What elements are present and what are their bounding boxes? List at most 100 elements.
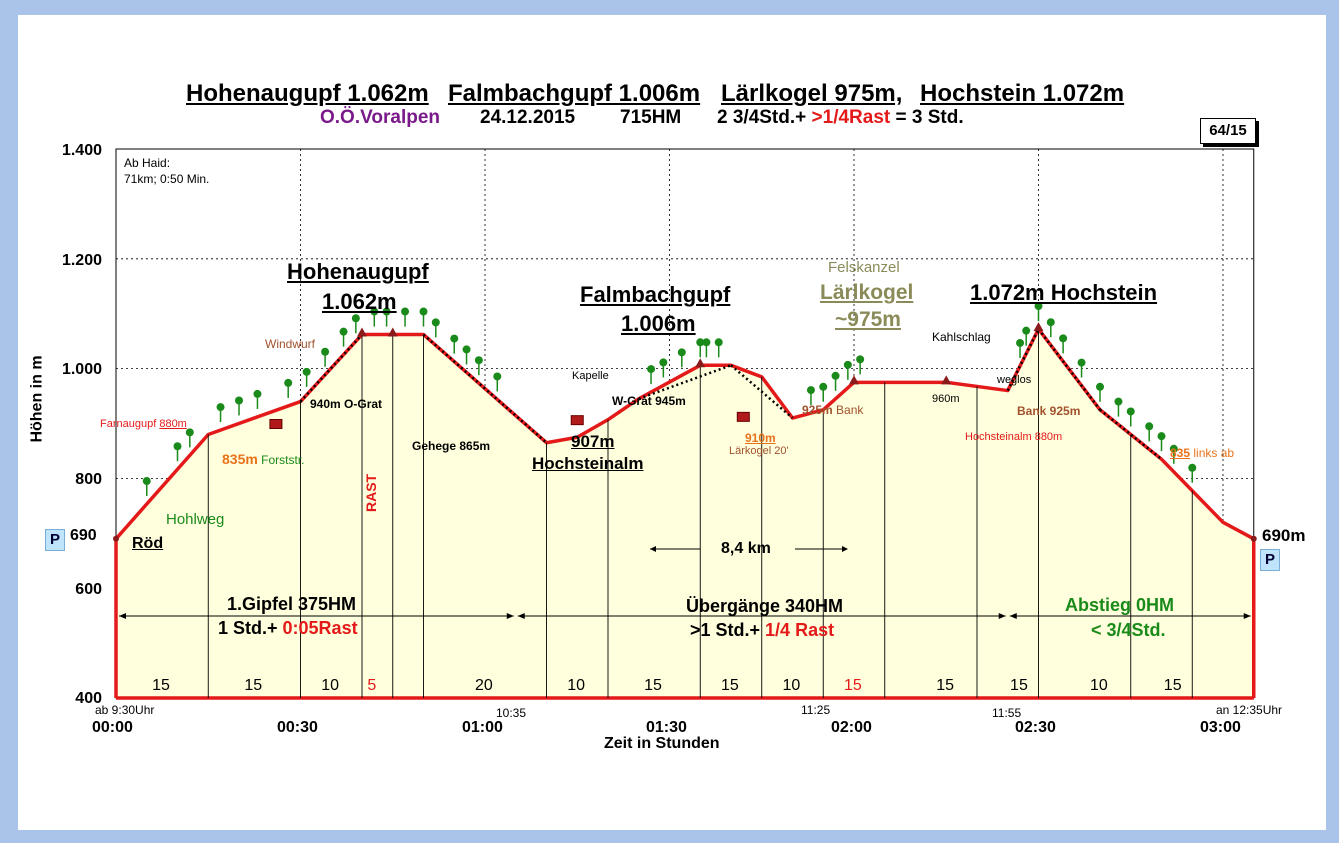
tree-icon (647, 365, 656, 374)
x-tick: 03:00 (1200, 719, 1241, 736)
parking-icon-left: P (45, 529, 65, 551)
forest-trail (1006, 328, 1040, 392)
tree-icon (474, 356, 483, 365)
tree-icon (696, 338, 705, 347)
tree-icon (819, 382, 828, 391)
summit-marker (357, 327, 367, 337)
label-rast: RAST (363, 473, 379, 512)
forest-trail (1037, 328, 1101, 411)
tree-icon (419, 307, 428, 316)
label-bank925-right: Bank 925m (1017, 404, 1081, 418)
tree-icon (351, 314, 360, 323)
tree-icon (1169, 444, 1178, 453)
tree-icon (462, 345, 471, 354)
section2-line1: Übergänge 340HM (686, 596, 844, 616)
section2-arrow-head (998, 613, 1006, 619)
summit-marker (1033, 322, 1044, 332)
label-roed: Röd (132, 535, 164, 552)
summit2-name: Falmbachgupf (580, 282, 731, 307)
label-forststr-a: 835m (222, 451, 258, 467)
distance-arrow-left-head (650, 546, 656, 552)
label-hochsteinalm: Hochsteinalm (532, 454, 644, 473)
hut-icon (736, 411, 750, 422)
x-tick: 00:00 (92, 719, 133, 736)
tree-icon (677, 348, 686, 357)
tree-icon (339, 327, 348, 336)
section3-line2: < 3/4Std. (1091, 620, 1166, 640)
segment-minutes: 20 (475, 677, 493, 694)
section2-arrow-head (517, 613, 525, 619)
section3-arrow-head (1009, 613, 1017, 619)
section3-arrow-head (1243, 613, 1251, 619)
segment-minutes: 15 (721, 677, 739, 694)
subtitle-date: 24.12.2015 (480, 107, 576, 128)
tree-icon (321, 347, 330, 356)
title-peak2: Falmbachgupf 1.006m (448, 80, 701, 107)
tree-icon (714, 338, 723, 347)
section1-c: 0:05Rast (282, 618, 358, 638)
end-altitude: 690m (1262, 526, 1306, 545)
y-tick: 1.200 (61, 252, 102, 269)
start-time: ab 9:30Uhr (95, 703, 155, 717)
label-kapelle: Kapelle (572, 370, 609, 382)
tree-icon (659, 358, 668, 367)
label-windwurf: Windwurf (265, 337, 316, 351)
subtitle-ascent: 715HM (620, 107, 682, 128)
segment-minutes: 5 (367, 677, 377, 694)
label-distance: 8,4 km (721, 540, 771, 557)
section1-arrow-head (506, 613, 514, 619)
y-tick: 1.000 (61, 361, 102, 378)
tree-icon (856, 355, 865, 364)
tree-icon (382, 307, 391, 316)
end-time: an 12:35Uhr (1216, 703, 1283, 717)
tree-icon (831, 371, 840, 380)
end-point (1250, 535, 1257, 542)
subtitle-region: O.Ö.Voralpen (320, 107, 441, 128)
tree-icon (142, 477, 151, 486)
segment-minutes: 10 (782, 677, 801, 694)
forest-trail (1099, 408, 1163, 461)
segment-minutes: 15 (644, 677, 662, 694)
label-bank925: 925m Bank (802, 403, 863, 417)
tree-icon (1145, 422, 1154, 431)
summit-marker (695, 358, 706, 368)
hut-icon (269, 419, 283, 429)
label-910m: 910m (745, 431, 776, 445)
section1-line2: 1 Std.+ 0:05Rast (218, 618, 358, 639)
summit3-pre: Felskanzel (828, 259, 900, 276)
label-hochsteinalm880: Hochsteinalm 880m (965, 431, 1063, 443)
tree-icon (401, 307, 410, 316)
x-tick: 02:00 (831, 719, 872, 736)
label-907m: 907m (571, 432, 615, 451)
title-peak1: Hohenaugupf 1.062m (186, 80, 429, 107)
label-forststr: 835m Forststr. (222, 451, 304, 467)
time-1155: 11:55 (992, 706, 1022, 720)
subtitle-time-a: 2 3/4Std.+ (717, 107, 807, 128)
section1-arrow-head (119, 613, 126, 619)
tree-icon (1096, 382, 1104, 391)
tree-icon (1034, 302, 1043, 311)
label-ograt: 940m O-Grat (310, 397, 383, 411)
tree-icon (253, 389, 262, 398)
section2-b: >1 Std.+ (690, 620, 766, 640)
section1-b: 1 Std.+ (218, 618, 283, 638)
segment-minutes: 15 (1010, 677, 1028, 694)
label-bank925-a: 925m (802, 403, 833, 417)
title-peak3: Lärlkogel 975m, (721, 80, 903, 107)
start-point (113, 535, 119, 542)
label-wgrat: W-Grat 945m (612, 394, 686, 408)
summit-marker (849, 375, 859, 385)
subtitle-time-c: = 3 Std. (895, 107, 964, 128)
segment-minutes: 10 (1090, 677, 1108, 694)
time-1125: 11:25 (801, 703, 831, 717)
badge: 64/15 (1200, 118, 1256, 144)
x-tick: 02:30 (1015, 719, 1056, 736)
summit1-alt: 1.062m (322, 289, 397, 314)
x-tick: 01:00 (462, 719, 503, 736)
summit1-name: Hohenaugupf (287, 259, 429, 284)
x-tick: 01:30 (646, 719, 687, 736)
summit2-alt: 1.006m (621, 311, 696, 336)
label-farnaugupf: Farnaugupf 880m (100, 418, 187, 430)
summit3-name: Lärlkogel (820, 281, 914, 304)
segment-minutes: 10 (567, 677, 586, 694)
